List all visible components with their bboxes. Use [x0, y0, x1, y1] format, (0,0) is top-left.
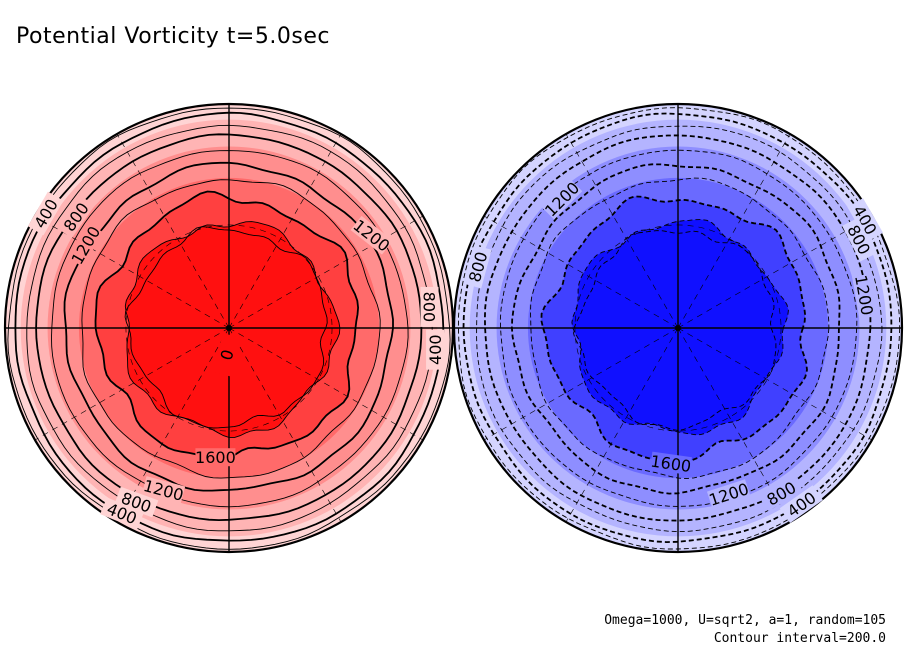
north-contour-label-bg-6	[114, 486, 159, 518]
south-contour-6	[530, 177, 830, 480]
parameters-note: Omega=1000, U=sqrt2, a=1, random=105	[604, 613, 886, 628]
south-meridian-2	[677, 327, 791, 523]
north-contour-label-9: 400	[426, 334, 445, 365]
south-contour-label-bg-1	[541, 178, 583, 220]
south-meridian-10	[677, 133, 791, 329]
south-contour-label-bg-3	[649, 451, 692, 476]
north-contour-label-bg-5	[141, 476, 186, 504]
south-meridian-11	[677, 215, 873, 329]
north-contour-label-bg-3	[350, 215, 394, 255]
south-contour-label-bg-6	[779, 485, 823, 523]
north-contour-label-bg-4	[195, 448, 236, 467]
north-contour-label-bg-8	[420, 286, 439, 327]
south-contour-label-bg-5	[759, 475, 804, 512]
south-meridian-7	[483, 215, 679, 329]
north-contour-label-bg-7	[100, 497, 144, 530]
south-boundary	[452, 102, 904, 554]
south-meridian-5	[483, 327, 679, 441]
south-contour-label-bg-7	[847, 198, 883, 242]
south-contour-7	[540, 195, 808, 462]
south-meridian-8	[565, 133, 679, 329]
north-band-5	[125, 221, 340, 438]
north-meridian-2	[228, 327, 342, 523]
north-contour-label-bg-0	[27, 191, 64, 236]
south-meridian-1	[677, 327, 873, 441]
north-meridian-1	[228, 327, 424, 441]
north-contour-label-8: 800	[419, 292, 438, 323]
north-contour-label-10: 0	[217, 348, 238, 363]
south-meridian-4	[565, 327, 679, 523]
north-contour-label-bg-1	[57, 195, 95, 239]
contour-interval-note: Contour interval=200.0	[713, 631, 886, 646]
south-contour-label-bg-0	[463, 245, 492, 289]
north-contour-label-bg-10	[212, 333, 241, 377]
north-pole-marker	[226, 325, 232, 331]
north-meridian-10	[228, 133, 342, 329]
south-contour-label-bg-2	[852, 273, 877, 317]
north-meridian-8	[116, 133, 230, 329]
chart-title: Potential Vorticity t=5.0sec	[16, 24, 330, 49]
south-pole-marker	[675, 325, 681, 331]
north-meridian-11	[228, 215, 424, 329]
south-contour-label-bg-4	[706, 479, 751, 509]
north-contour-label-bg-9	[426, 329, 445, 370]
south-contour-label-bg-8	[842, 217, 877, 262]
north-meridian-4	[116, 327, 230, 523]
north-contour-label-4: 1600	[195, 448, 236, 467]
north-meridian-7	[34, 215, 230, 329]
north-meridian-5	[34, 327, 230, 441]
north-contour-label-bg-2	[67, 223, 104, 267]
